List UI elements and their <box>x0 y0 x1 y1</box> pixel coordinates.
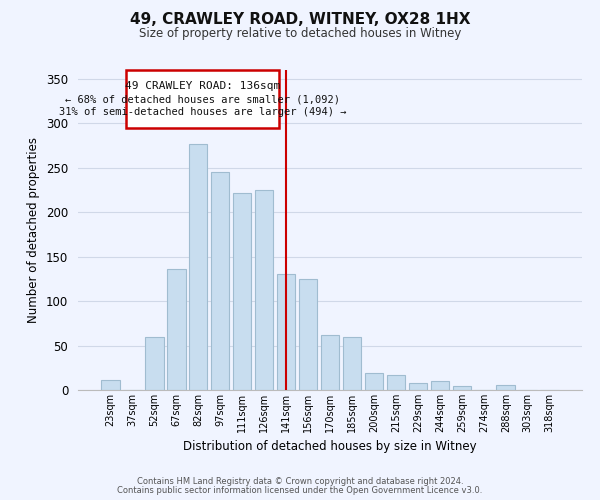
Bar <box>365 373 383 390</box>
Bar <box>145 336 164 390</box>
Bar <box>343 336 361 390</box>
Bar <box>125 70 280 128</box>
Y-axis label: Number of detached properties: Number of detached properties <box>28 137 40 323</box>
Bar <box>233 192 251 390</box>
Bar <box>431 381 449 390</box>
Bar <box>452 386 471 390</box>
Bar <box>299 279 317 390</box>
Text: 49, CRAWLEY ROAD, WITNEY, OX28 1HX: 49, CRAWLEY ROAD, WITNEY, OX28 1HX <box>130 12 470 28</box>
Bar <box>211 172 229 390</box>
Bar <box>167 269 185 390</box>
Text: ← 68% of detached houses are smaller (1,092): ← 68% of detached houses are smaller (1,… <box>65 94 340 104</box>
Text: Contains HM Land Registry data © Crown copyright and database right 2024.: Contains HM Land Registry data © Crown c… <box>137 477 463 486</box>
Text: 49 CRAWLEY ROAD: 136sqm: 49 CRAWLEY ROAD: 136sqm <box>125 81 280 91</box>
X-axis label: Distribution of detached houses by size in Witney: Distribution of detached houses by size … <box>183 440 477 454</box>
Text: Size of property relative to detached houses in Witney: Size of property relative to detached ho… <box>139 28 461 40</box>
Bar <box>409 383 427 390</box>
Bar <box>386 375 405 390</box>
Text: Contains public sector information licensed under the Open Government Licence v3: Contains public sector information licen… <box>118 486 482 495</box>
Bar <box>189 144 208 390</box>
Bar <box>320 335 340 390</box>
Bar <box>277 274 295 390</box>
Bar <box>255 190 274 390</box>
Text: 31% of semi-detached houses are larger (494) →: 31% of semi-detached houses are larger (… <box>59 107 346 117</box>
Bar <box>496 384 515 390</box>
Bar <box>101 380 119 390</box>
